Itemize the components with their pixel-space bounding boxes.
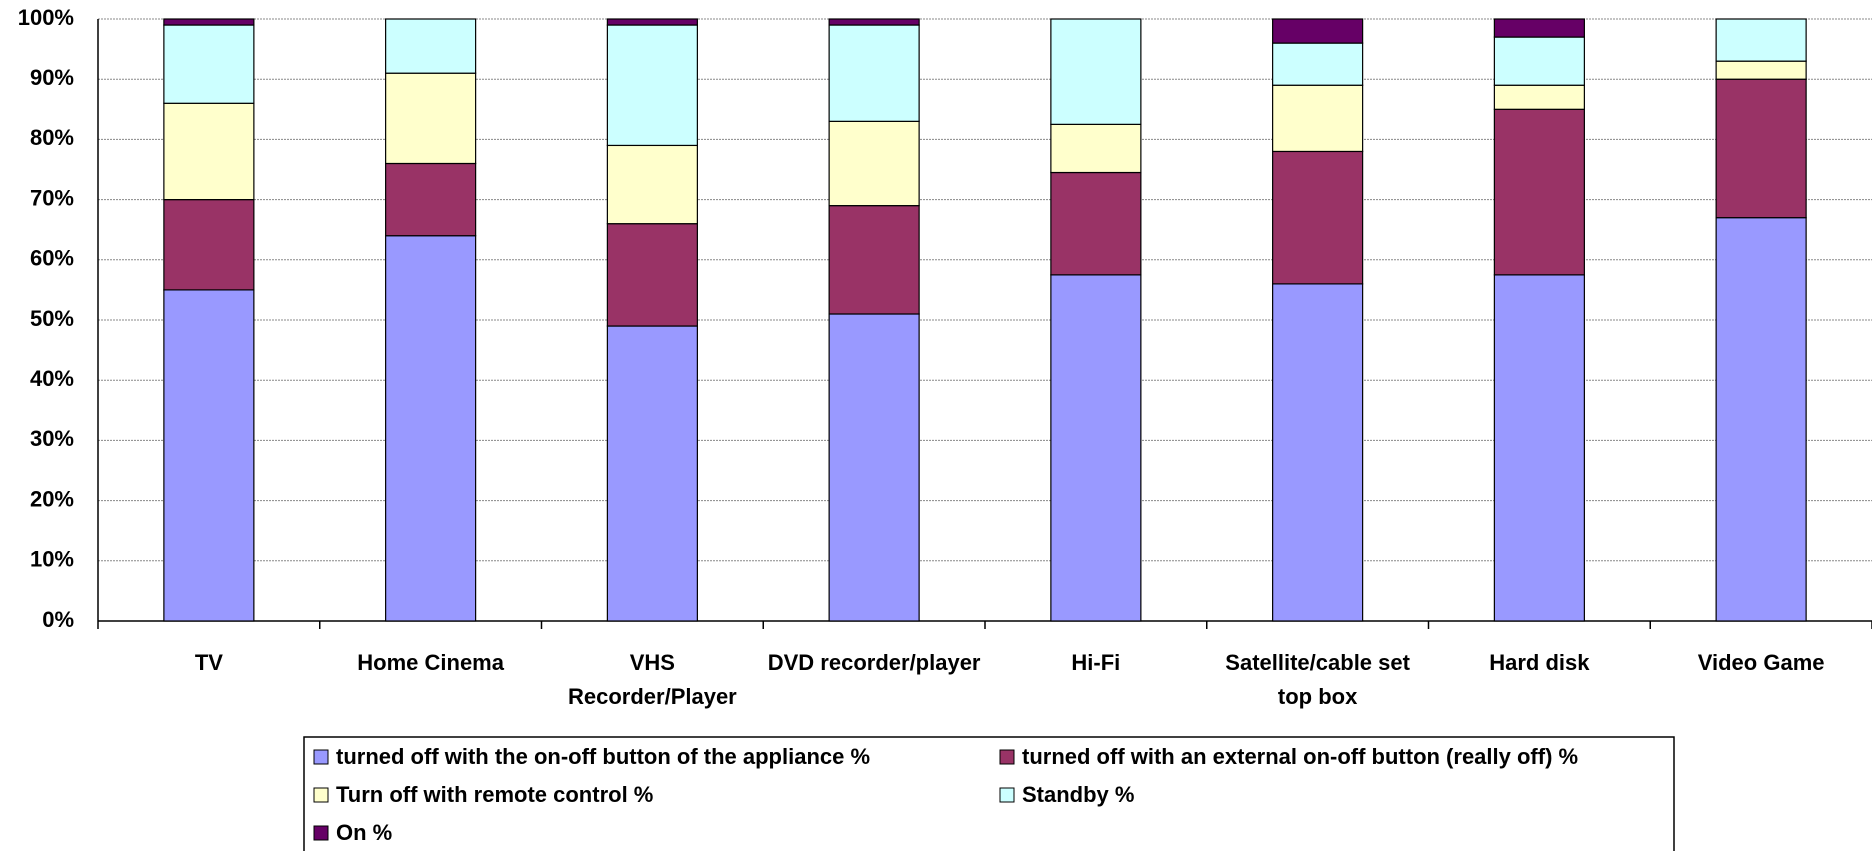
legend-swatch [999,787,1015,803]
bar-segment [828,120,920,207]
bar-segment [1272,150,1364,285]
bar-segment [1050,18,1142,125]
y-tick-label: 70% [30,185,74,210]
y-tick-label: 0% [42,607,74,632]
bar-segment [1715,60,1807,80]
bar-segment [606,325,698,622]
bar-segment [606,223,698,327]
bar-segment [1272,42,1364,86]
bar-segment [1715,18,1807,62]
bar-segment [163,289,255,622]
x-tick-label: Satellite/cable set top box [1225,650,1410,709]
legend-label: turned off with the on-off button of the… [336,744,870,769]
bar-segment [385,235,477,622]
bar-segment [828,313,920,622]
bar-segment [1715,78,1807,219]
y-tick-label: 40% [30,366,74,391]
bar-segment [828,18,920,26]
y-tick-label: 100% [18,5,74,30]
bar-segment [1493,84,1585,110]
y-tick-label: 50% [30,306,74,331]
legend-label: Standby % [1022,782,1134,807]
bar-segment [1050,171,1142,276]
y-tick-label: 20% [30,486,74,511]
y-tick-label: 90% [30,65,74,90]
y-tick-label: 80% [30,125,74,150]
bar-segment [385,72,477,165]
bar-segment [1050,123,1142,174]
legend-swatch [313,749,329,765]
legend-swatch [313,787,329,803]
legend-box [303,736,1675,851]
legend-swatch [313,825,329,841]
legend-label: On % [336,820,392,845]
x-tick-label: Home Cinema [357,650,504,675]
bar-segment [163,24,255,104]
legend-label: turned off with an external on-off butto… [1022,744,1578,769]
bar-segment [385,18,477,74]
bar-segment [1272,283,1364,622]
bar-segment [1272,84,1364,153]
bar-segment [1493,274,1585,622]
bar-segment [1493,36,1585,86]
bar-segment [828,205,920,315]
x-tick-label: DVD recorder/player [767,650,981,675]
bar-segment [606,24,698,147]
bar-segment [606,18,698,26]
bar-segment [1272,18,1364,44]
legend-label: Turn off with remote control % [336,782,653,807]
bar-segment [1050,274,1142,622]
bar-segment [828,24,920,122]
x-tick-label: Hard disk [1489,650,1590,675]
bar-segment [1715,217,1807,622]
x-tick-label: Video Game [1697,650,1825,675]
y-tick-label: 60% [30,246,74,271]
bar-segment [163,199,255,291]
bar-segment [1493,108,1585,276]
legend-swatch [999,749,1015,765]
y-tick-label: 30% [30,426,74,451]
x-tick-label: Hi-Fi [1071,650,1121,675]
bar-segment [606,144,698,225]
x-tick-label: VHS Recorder/Player [567,650,737,709]
bar-segment [163,102,255,201]
x-tick-label: TV [194,650,223,675]
bar-segment [163,18,255,26]
y-tick-label: 10% [30,547,74,572]
bar-segment [385,162,477,237]
bar-segment [1493,18,1585,38]
